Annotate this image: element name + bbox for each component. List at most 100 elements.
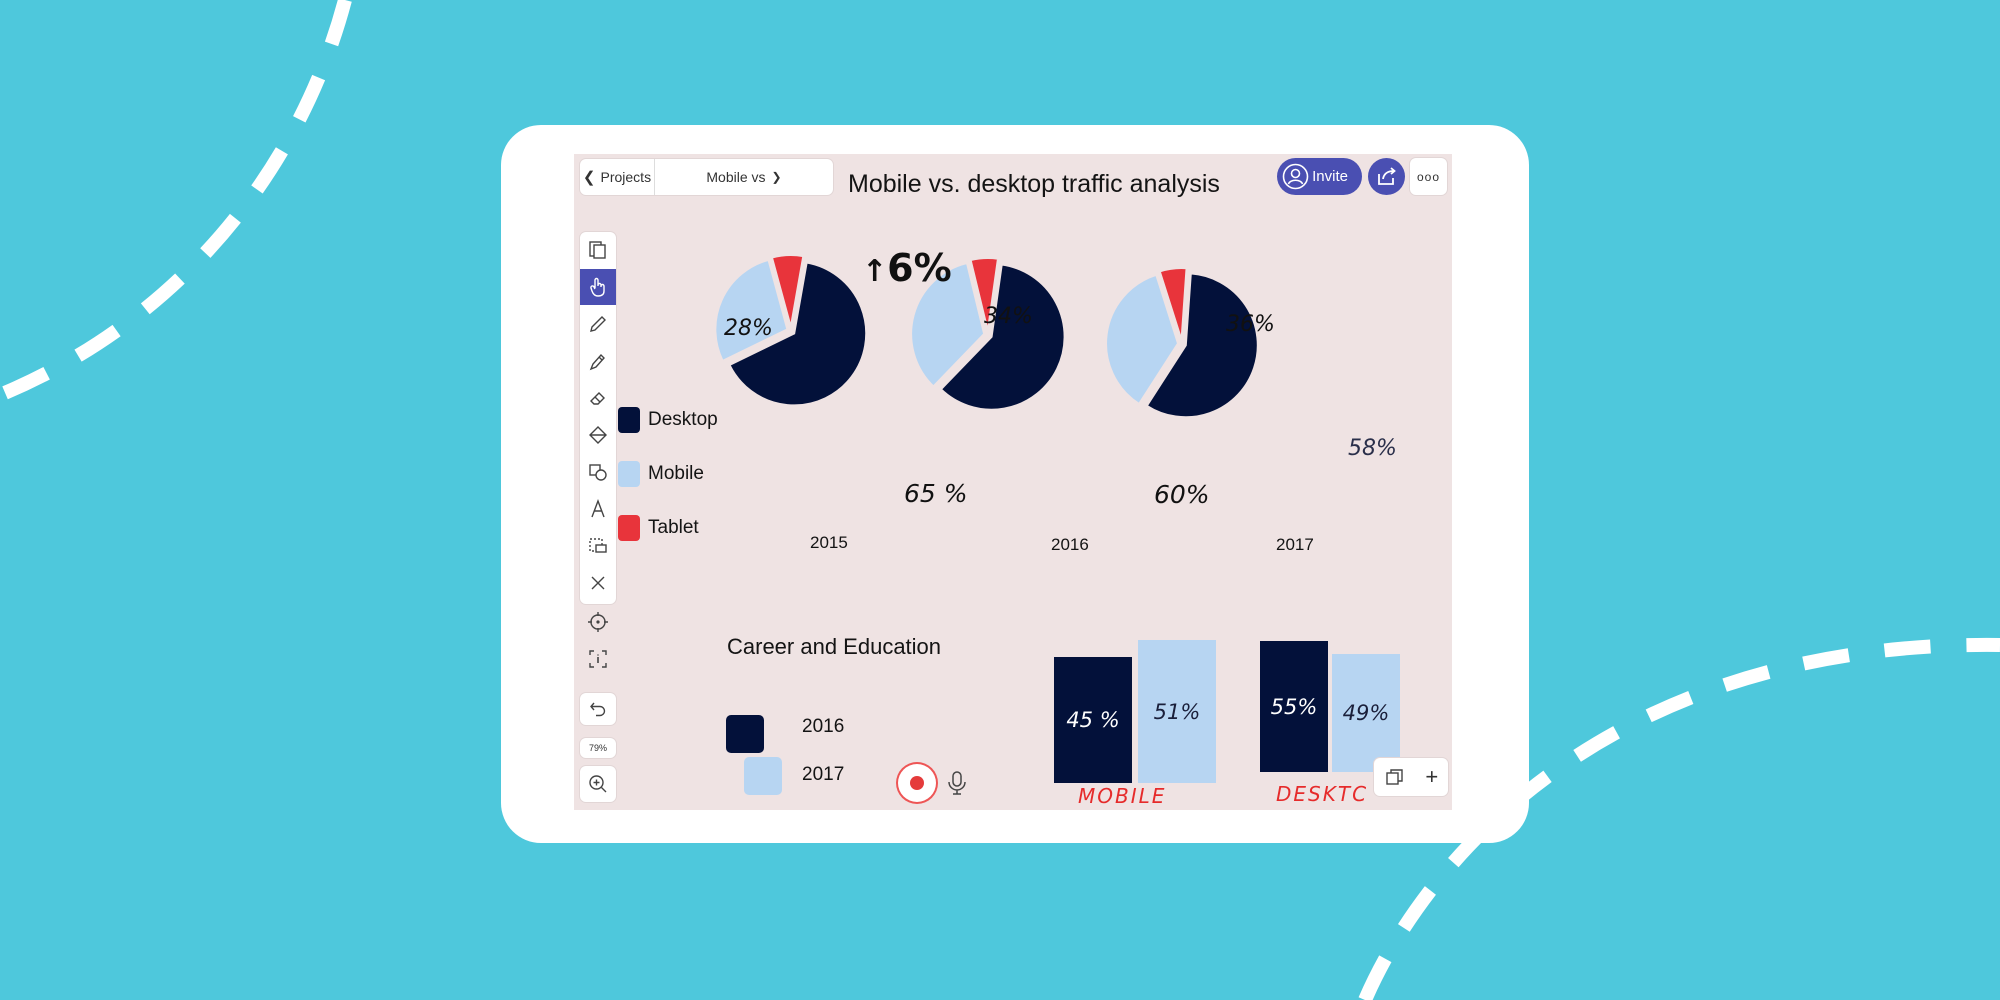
bar-label: 45 % — [1066, 708, 1120, 732]
record-icon — [910, 776, 924, 790]
selection-icon — [589, 538, 607, 553]
divider — [654, 159, 655, 195]
bar-group-label-desktop: DESKTC — [1276, 782, 1369, 806]
pages-icon — [589, 241, 606, 259]
bar-label: 51% — [1153, 699, 1201, 724]
legend-tablet: Tablet — [618, 515, 699, 541]
pie-slice-2017-desktop — [1145, 272, 1259, 419]
pages-overview-icon[interactable] — [1384, 766, 1406, 788]
invite-button[interactable]: Invite — [1277, 158, 1362, 195]
chevron-left-icon: ❮ — [582, 169, 596, 186]
pie-charts — [714, 254, 1259, 419]
text-tool[interactable] — [580, 491, 616, 527]
pie-chart-2015 — [714, 254, 868, 407]
section-title: Career and Education — [727, 634, 942, 659]
pencil-tool[interactable] — [580, 306, 616, 342]
shapes-tool[interactable] — [580, 454, 616, 490]
pie-title-2017: 2017 — [1276, 535, 1314, 554]
info-select-tool[interactable] — [580, 641, 616, 677]
career-legend-swatch-2016 — [726, 715, 764, 753]
pages-tool[interactable] — [580, 232, 616, 268]
microphone-button[interactable] — [938, 764, 976, 802]
growth-value: 6% — [887, 246, 952, 290]
fill-tool[interactable] — [580, 417, 616, 453]
app-canvas: ❮ Projects Mobile vs ❯ Mobile vs. deskto… — [574, 154, 1452, 810]
hand-pointer-icon — [590, 277, 605, 297]
eraser-icon — [590, 392, 605, 405]
back-button[interactable]: ❮ Projects — [580, 159, 654, 195]
info-select-icon — [589, 650, 607, 668]
chevron-down-icon: ❯ — [771, 170, 782, 184]
zoom-level[interactable]: 79% — [580, 738, 616, 758]
text-icon — [591, 499, 605, 518]
marker-icon — [589, 353, 605, 371]
record-button[interactable] — [898, 764, 936, 802]
legend-desktop: Desktop — [618, 407, 718, 433]
legend-swatch — [618, 515, 640, 541]
document-name: Mobile vs — [706, 169, 766, 185]
pie-slice-2017-mobile — [1105, 273, 1180, 406]
tool-palette — [580, 232, 616, 604]
user-add-icon — [1282, 163, 1309, 190]
pie-slice-2015-mobile — [714, 258, 789, 363]
close-icon — [591, 576, 605, 590]
target-icon — [588, 612, 608, 632]
bar-group-label-mobile: MOBILE — [1078, 784, 1167, 808]
pie-slice-2016-tablet — [969, 257, 1000, 332]
pie-slice-2015-tablet — [770, 254, 805, 328]
annotation-2017-mobile: 36% — [1226, 312, 1275, 337]
marker-tool[interactable] — [580, 343, 616, 379]
annotation-2016-desktop: 60% — [1154, 480, 1210, 509]
annotation-2015-desktop: 65 % — [904, 479, 968, 508]
more-icon: ooo — [1416, 169, 1441, 184]
more-options-button[interactable]: ooo — [1410, 158, 1447, 195]
zoom-button[interactable] — [580, 766, 616, 802]
bar-mobile-2017: 51% — [1138, 640, 1216, 783]
document-dropdown[interactable]: Mobile vs ❯ — [655, 159, 833, 195]
add-page-icon[interactable]: + — [1425, 764, 1439, 789]
close-tool[interactable] — [580, 565, 616, 601]
bar-mobile-2016: 45 % — [1054, 657, 1132, 783]
undo-button[interactable] — [580, 693, 616, 725]
growth-annotation: ↑6% — [862, 246, 952, 290]
fill-icon — [589, 426, 607, 444]
eraser-tool[interactable] — [580, 380, 616, 416]
career-legend-label-2016: 2016 — [802, 716, 845, 737]
legend-label: Mobile — [648, 463, 704, 484]
undo-icon — [590, 702, 606, 717]
legend-swatch — [618, 407, 640, 433]
page-controls: + — [1374, 758, 1448, 796]
pie-slice-2015-desktop — [728, 261, 868, 407]
annotation-2015-mobile: 28% — [724, 316, 773, 341]
pie-slice-2016-mobile — [910, 261, 986, 388]
pie-title-2015: 2015 — [810, 533, 848, 552]
pie-slice-2016-desktop — [939, 263, 1066, 411]
legend-mobile: Mobile — [618, 461, 704, 487]
legend-label: Desktop — [648, 409, 718, 430]
bar-label: 49% — [1342, 701, 1390, 725]
annotation-2016-mobile: 34% — [984, 304, 1033, 329]
arrow-up-icon: ↑ — [862, 254, 888, 289]
pencil-icon — [590, 316, 606, 332]
legend-swatch — [618, 461, 640, 487]
target-tool[interactable] — [580, 604, 616, 640]
career-legend-swatch-2017 — [744, 757, 782, 795]
share-button[interactable] — [1368, 158, 1405, 195]
zoom-in-icon — [589, 775, 607, 793]
pie-chart-2017 — [1105, 267, 1259, 419]
pie-chart-2016 — [910, 257, 1066, 411]
bar-desktop-2016: 55% — [1260, 641, 1328, 772]
legend-label: Tablet — [648, 517, 699, 538]
shapes-icon — [589, 464, 607, 481]
share-icon — [1378, 167, 1396, 185]
back-label: Projects — [600, 169, 652, 185]
bar-label: 55% — [1270, 694, 1318, 719]
selection-tool[interactable] — [580, 528, 616, 564]
invite-label: Invite — [1312, 168, 1348, 185]
hand-tool[interactable] — [580, 269, 616, 305]
annotation-2017-desktop: 58% — [1348, 436, 1397, 461]
nav-group: ❮ Projects Mobile vs ❯ — [580, 159, 833, 195]
career-legend-label-2017: 2017 — [802, 764, 845, 785]
bar-desktop-2017: 49% — [1332, 654, 1400, 772]
